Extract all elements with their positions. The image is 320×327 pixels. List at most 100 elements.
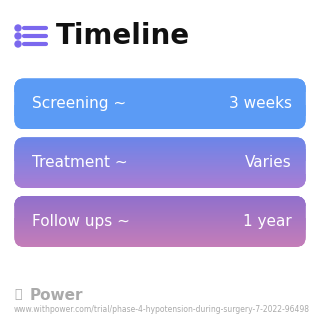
Bar xyxy=(14,147,306,148)
Bar xyxy=(14,166,306,167)
Bar xyxy=(14,85,306,86)
Bar xyxy=(14,226,306,227)
Bar xyxy=(14,144,306,145)
Bar xyxy=(14,183,306,184)
Bar xyxy=(14,204,306,205)
Bar xyxy=(14,116,306,117)
Bar xyxy=(14,157,306,158)
Bar xyxy=(14,128,306,129)
Bar xyxy=(14,227,306,228)
Bar xyxy=(14,88,306,89)
Bar xyxy=(14,116,306,117)
Bar xyxy=(14,237,306,238)
Bar xyxy=(14,118,306,119)
Bar xyxy=(14,243,306,244)
Bar xyxy=(14,225,306,226)
Bar xyxy=(14,114,306,115)
Bar xyxy=(14,181,306,182)
Bar xyxy=(14,155,306,156)
Bar xyxy=(14,197,306,198)
Bar xyxy=(14,245,306,246)
Bar xyxy=(14,80,306,81)
Bar xyxy=(14,170,306,171)
Bar xyxy=(14,156,306,157)
Bar xyxy=(14,118,306,119)
Bar xyxy=(14,230,306,231)
Bar xyxy=(14,160,306,161)
Circle shape xyxy=(15,33,21,39)
Bar xyxy=(14,199,306,200)
Bar xyxy=(14,199,306,200)
Bar xyxy=(14,141,306,142)
Text: Timeline: Timeline xyxy=(56,22,190,50)
Bar xyxy=(14,108,306,109)
Bar xyxy=(14,145,306,146)
Bar xyxy=(14,125,306,126)
Bar xyxy=(14,78,306,79)
Bar xyxy=(14,159,306,160)
Bar xyxy=(14,234,306,235)
Bar xyxy=(14,215,306,216)
Bar xyxy=(14,165,306,166)
Bar xyxy=(14,224,306,225)
Bar xyxy=(14,200,306,201)
Bar xyxy=(14,233,306,234)
Bar xyxy=(14,155,306,156)
Bar xyxy=(14,214,306,215)
Bar xyxy=(14,153,306,154)
Bar xyxy=(14,85,306,86)
Bar xyxy=(14,172,306,173)
Bar xyxy=(14,93,306,94)
Bar xyxy=(14,202,306,203)
Bar xyxy=(14,207,306,208)
Bar xyxy=(14,216,306,217)
Bar xyxy=(14,101,306,102)
Bar xyxy=(14,112,306,113)
Bar xyxy=(14,186,306,187)
Bar xyxy=(14,105,306,106)
Bar xyxy=(14,97,306,98)
Bar xyxy=(14,174,306,175)
Bar xyxy=(14,224,306,225)
Bar xyxy=(14,177,306,178)
Bar xyxy=(14,117,306,118)
Bar xyxy=(14,234,306,235)
Bar xyxy=(14,138,306,139)
Bar xyxy=(14,205,306,206)
Bar xyxy=(14,151,306,152)
Bar xyxy=(14,174,306,175)
Bar xyxy=(14,184,306,185)
Bar xyxy=(14,127,306,128)
Bar xyxy=(14,80,306,81)
Text: Follow ups ~: Follow ups ~ xyxy=(32,214,130,229)
Bar xyxy=(14,120,306,121)
Bar xyxy=(14,180,306,181)
Bar xyxy=(14,216,306,217)
Bar xyxy=(14,86,306,87)
Bar xyxy=(14,84,306,85)
Bar xyxy=(14,139,306,140)
Bar xyxy=(14,92,306,93)
Bar xyxy=(14,115,306,116)
Bar xyxy=(14,155,306,156)
Bar xyxy=(14,232,306,233)
Bar xyxy=(14,91,306,92)
Bar xyxy=(14,217,306,218)
Text: Treatment ~: Treatment ~ xyxy=(32,155,128,170)
Bar xyxy=(14,231,306,232)
Bar xyxy=(14,85,306,86)
Bar xyxy=(14,205,306,206)
Bar xyxy=(14,137,306,138)
Bar xyxy=(14,150,306,151)
Bar xyxy=(14,187,306,188)
Bar xyxy=(14,106,306,107)
Bar xyxy=(14,204,306,205)
Bar xyxy=(14,186,306,187)
Bar xyxy=(14,235,306,236)
Bar xyxy=(14,126,306,127)
Bar xyxy=(14,127,306,128)
Bar xyxy=(14,222,306,223)
Bar xyxy=(14,172,306,173)
Bar xyxy=(14,112,306,113)
Bar xyxy=(14,203,306,204)
